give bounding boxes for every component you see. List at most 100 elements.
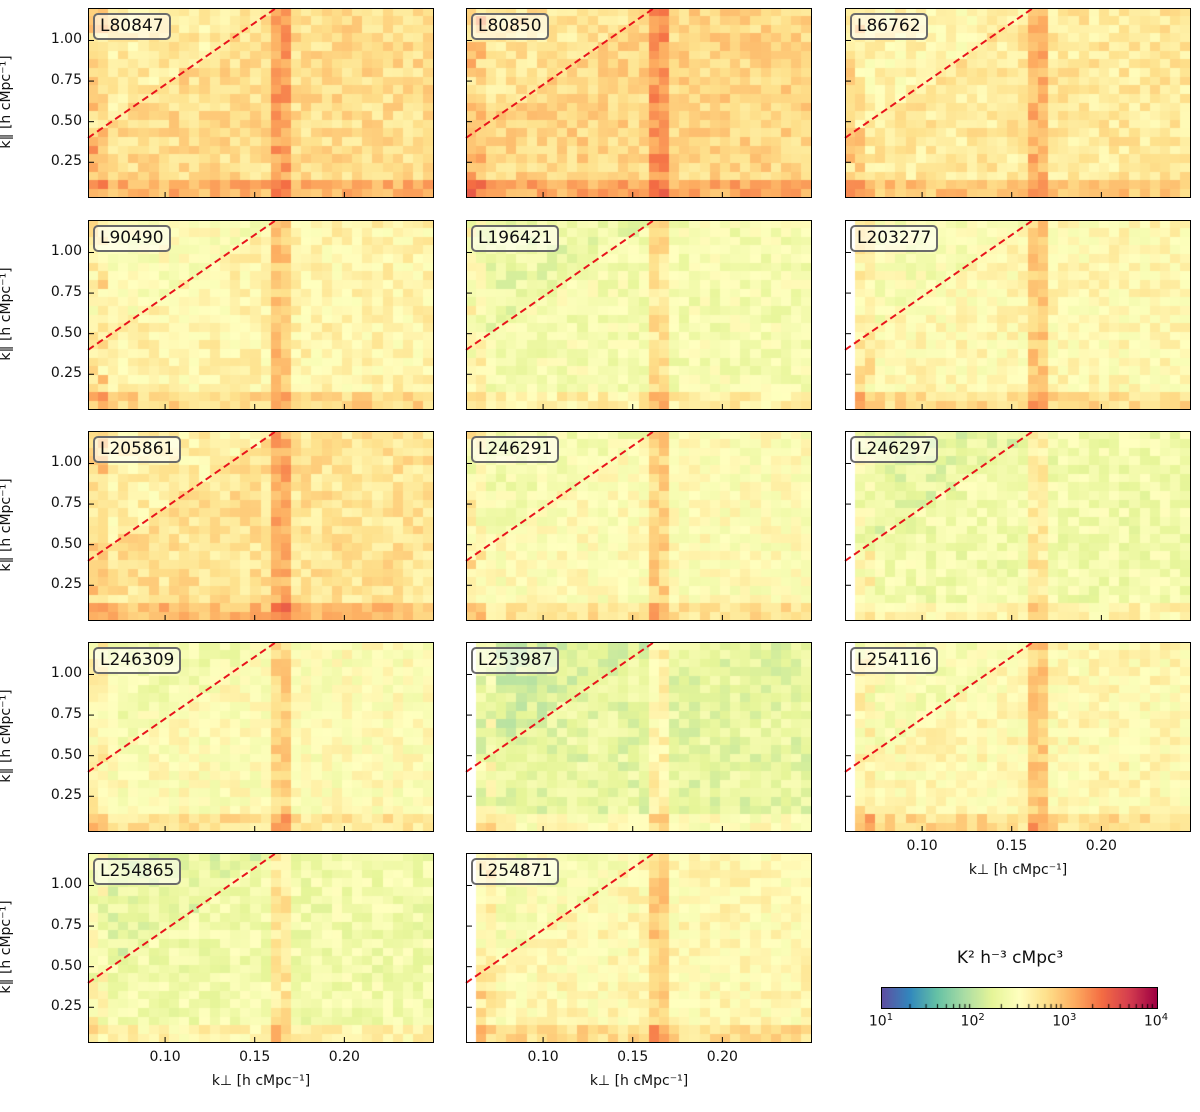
- heatmap-panel: L254865: [87, 852, 434, 1043]
- colorbar-tick-base: 10: [960, 1013, 979, 1030]
- colorbar-tick-exponent: 4: [1161, 1012, 1169, 1023]
- panel-label: L246309: [93, 647, 182, 674]
- heatmap-panel: L246291: [465, 430, 812, 621]
- y-tick-label: 0.25: [50, 998, 82, 1015]
- heatmap-panel: L196421: [465, 219, 812, 410]
- wedge-line: [465, 852, 655, 984]
- panel-overlay: [465, 430, 723, 621]
- colorbar-tick-exponent: 3: [1070, 1012, 1077, 1023]
- x-tick-label: 0.20: [328, 1049, 360, 1065]
- panel-label: L80847: [93, 13, 171, 40]
- panel-label: L196421: [471, 225, 560, 252]
- y-axis-label: k∥ [h cMpc⁻¹]: [0, 689, 14, 783]
- x-tick-label: 0.10: [149, 1049, 181, 1065]
- panel-overlay: [844, 219, 1102, 410]
- panel-frame: [466, 642, 812, 832]
- panel-overlay: [87, 7, 345, 198]
- wedge-line: [465, 7, 655, 139]
- panel-label: L90490: [93, 225, 171, 252]
- heatmap-panel: L254871: [465, 852, 812, 1043]
- wedge-line: [87, 7, 277, 139]
- y-tick-label: 0.75: [50, 706, 82, 723]
- y-tick-label: 0.50: [50, 746, 82, 763]
- colorbar-tick-base: 10: [1143, 1013, 1162, 1030]
- heatmap-panel: L246297: [844, 430, 1191, 621]
- colorbar-tick-exponent: 2: [978, 1012, 985, 1023]
- wedge-line: [87, 852, 277, 984]
- y-tick-label: 0.50: [50, 535, 82, 552]
- x-tick-label: 0.15: [617, 1049, 649, 1065]
- heatmap-panel: L253987: [465, 641, 812, 832]
- heatmap-panel: L80847: [87, 7, 434, 198]
- y-axis-label: k∥ [h cMpc⁻¹]: [0, 267, 14, 361]
- colorbar-tick-base: 10: [1052, 1013, 1071, 1030]
- panel-overlay: [465, 7, 723, 198]
- colorbar-tick-exponent: 1: [886, 1012, 894, 1023]
- y-tick-label: 0.25: [50, 365, 82, 382]
- x-tick-label: 0.15: [239, 1049, 271, 1065]
- panel-frame: [466, 431, 812, 621]
- panel-frame: [845, 8, 1191, 198]
- y-tick-label: 1.00: [50, 876, 82, 893]
- panel-label: L80850: [471, 13, 549, 40]
- y-tick-label: 0.75: [50, 917, 82, 934]
- colorbar-tick-label: 103: [1039, 1012, 1089, 1030]
- wedge-line: [465, 641, 655, 773]
- y-axis-label: k∥ [h cMpc⁻¹]: [0, 900, 14, 994]
- panel-label: L253987: [471, 647, 560, 674]
- x-tick-label: 0.10: [906, 838, 938, 854]
- wedge-line: [87, 430, 277, 562]
- panel-frame: [466, 220, 812, 410]
- y-tick-label: 1.00: [50, 31, 82, 48]
- panel-overlay: [465, 641, 723, 832]
- panel-frame: [88, 431, 434, 621]
- panel-frame: [88, 8, 434, 198]
- panel-label: L254116: [850, 647, 939, 674]
- y-tick-label: 0.75: [50, 72, 82, 89]
- y-tick-label: 1.00: [50, 665, 82, 682]
- y-tick-label: 0.75: [50, 284, 82, 301]
- y-tick-label: 0.25: [50, 787, 82, 804]
- heatmap-panel: L246309: [87, 641, 434, 832]
- x-axis-label: k⊥ [h cMpc⁻¹]: [589, 1073, 689, 1089]
- panel-frame: [88, 642, 434, 832]
- x-tick-label: 0.15: [996, 838, 1028, 854]
- x-tick-label: 0.20: [1085, 838, 1117, 854]
- panel-label: L203277: [850, 225, 939, 252]
- x-tick-label: 0.20: [706, 1049, 738, 1065]
- x-tick-label: 0.10: [527, 1049, 559, 1065]
- colorbar: K² h⁻³ cMpc³ 101 102 103 104: [860, 940, 1180, 1050]
- colorbar-tick-label: 101: [856, 1012, 906, 1030]
- panel-overlay: [87, 641, 345, 832]
- panel-label: L246291: [471, 436, 560, 463]
- x-axis-label: k⊥ [h cMpc⁻¹]: [211, 1073, 311, 1089]
- panel-label: L254871: [471, 858, 560, 885]
- wedge-line: [844, 219, 1034, 351]
- panel-frame: [845, 642, 1191, 832]
- panel-label: L86762: [850, 13, 928, 40]
- heatmap-panel: L254116: [844, 641, 1191, 832]
- panel-frame: [466, 8, 812, 198]
- heatmap-panel: L80850: [465, 7, 812, 198]
- colorbar-tick-label: 104: [1131, 1012, 1181, 1030]
- heatmap-panel: L203277: [844, 219, 1191, 410]
- y-tick-label: 0.25: [50, 153, 82, 170]
- wedge-line: [465, 219, 655, 351]
- wedge-line: [465, 430, 655, 562]
- panel-label: L254865: [93, 858, 182, 885]
- colorbar-gradient: [881, 987, 1158, 1009]
- wedge-line: [844, 641, 1034, 773]
- wedge-line: [87, 219, 277, 351]
- panel-frame: [88, 853, 434, 1043]
- y-tick-label: 1.00: [50, 454, 82, 471]
- colorbar-tick-base: 10: [868, 1013, 887, 1030]
- panel-label: L246297: [850, 436, 939, 463]
- y-axis-label: k∥ [h cMpc⁻¹]: [0, 55, 14, 149]
- panel-frame: [845, 431, 1191, 621]
- panel-label: L205861: [93, 436, 182, 463]
- heatmap-panel: L86762: [844, 7, 1191, 198]
- wedge-line: [844, 430, 1034, 562]
- y-tick-label: 0.50: [50, 957, 82, 974]
- colorbar-tick-label: 102: [948, 1012, 998, 1030]
- panel-frame: [88, 220, 434, 410]
